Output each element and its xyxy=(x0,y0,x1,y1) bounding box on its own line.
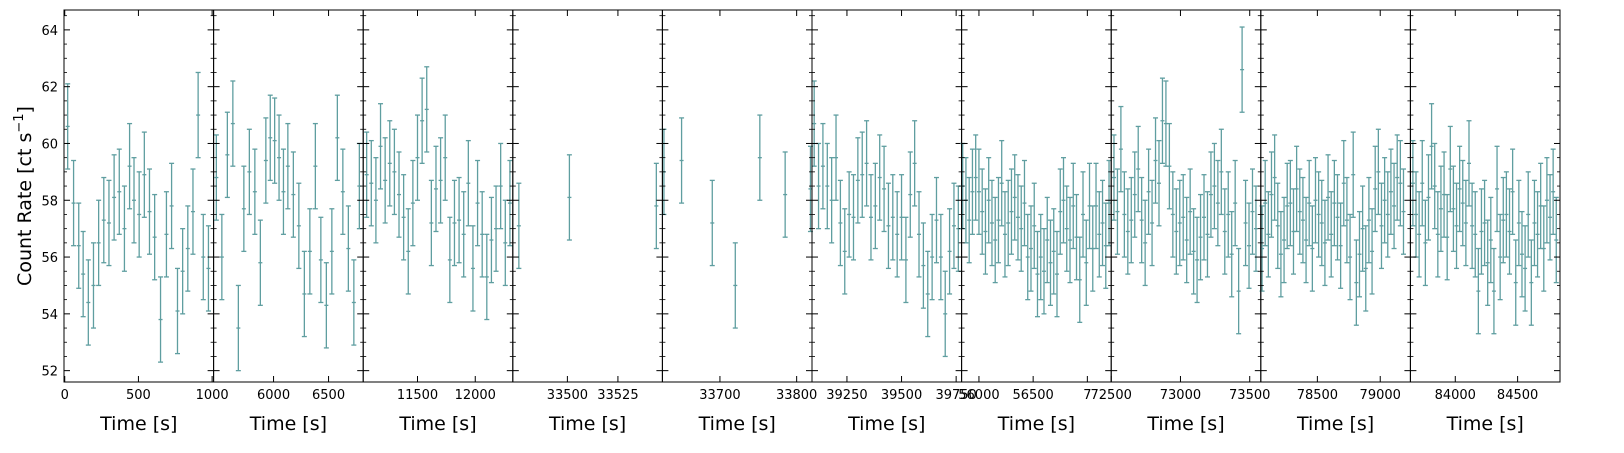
x-tick-label: 11500 xyxy=(397,388,438,403)
x-tick-label: 39750 xyxy=(935,388,976,403)
panel-frame xyxy=(811,9,963,383)
x-tick-label: 12000 xyxy=(455,388,496,403)
y-tick-label: 52 xyxy=(41,365,58,380)
x-tick-label: 56500 xyxy=(1012,388,1053,403)
x-tick-label: 33500 xyxy=(547,388,588,403)
x-tick-label: 56000 xyxy=(958,388,999,403)
x-axis-title: Time [s] xyxy=(1146,413,1224,435)
x-tick-label: 73500 xyxy=(1229,388,1270,403)
x-axis-title: Time [s] xyxy=(847,413,925,435)
x-tick-label: 33800 xyxy=(776,388,817,403)
x-tick-label: 78500 xyxy=(1297,388,1338,403)
x-tick-label: 84500 xyxy=(1497,388,1538,403)
x-axis-title: Time [s] xyxy=(548,413,626,435)
x-tick-label: 72500 xyxy=(1091,388,1132,403)
x-axis-title: Time [s] xyxy=(99,413,177,435)
x-axis-title: Time [s] xyxy=(249,413,327,435)
x-tick-label: 73000 xyxy=(1160,388,1201,403)
x-axis-title: Time [s] xyxy=(698,413,776,435)
y-tick-label: 58 xyxy=(41,194,58,209)
panel-frame xyxy=(661,9,813,383)
panel-frame xyxy=(1409,9,1561,383)
panel-frame xyxy=(961,9,1112,383)
y-tick-label: 62 xyxy=(41,81,58,96)
x-axis-title: Time [s] xyxy=(997,413,1075,435)
x-tick-label: 500 xyxy=(126,388,151,403)
y-tick-label: 64 xyxy=(41,24,58,39)
x-axis-title: Time [s] xyxy=(1446,413,1524,435)
x-tick-label: 6000 xyxy=(257,388,290,403)
x-tick-label: 7 xyxy=(1083,388,1091,403)
x-axis-title: Time [s] xyxy=(1296,413,1374,435)
x-tick-label: 1000 xyxy=(196,388,229,403)
x-tick-label: 33525 xyxy=(597,388,638,403)
x-tick-label: 39250 xyxy=(826,388,867,403)
x-tick-label: 33700 xyxy=(699,388,740,403)
x-tick-label: 39500 xyxy=(881,388,922,403)
x-tick-label: 0 xyxy=(61,388,69,403)
x-tick-label: 84000 xyxy=(1435,388,1476,403)
panel-frame xyxy=(512,9,663,383)
x-axis-title: Time [s] xyxy=(398,413,476,435)
y-tick-label: 60 xyxy=(41,137,58,152)
x-tick-label: 79000 xyxy=(1360,388,1401,403)
y-axis-title: Count Rate [ct s−1] xyxy=(12,106,36,286)
y-tick-label: 56 xyxy=(41,251,58,266)
y-tick-label: 54 xyxy=(41,308,58,323)
x-tick-label: 6500 xyxy=(312,388,345,403)
